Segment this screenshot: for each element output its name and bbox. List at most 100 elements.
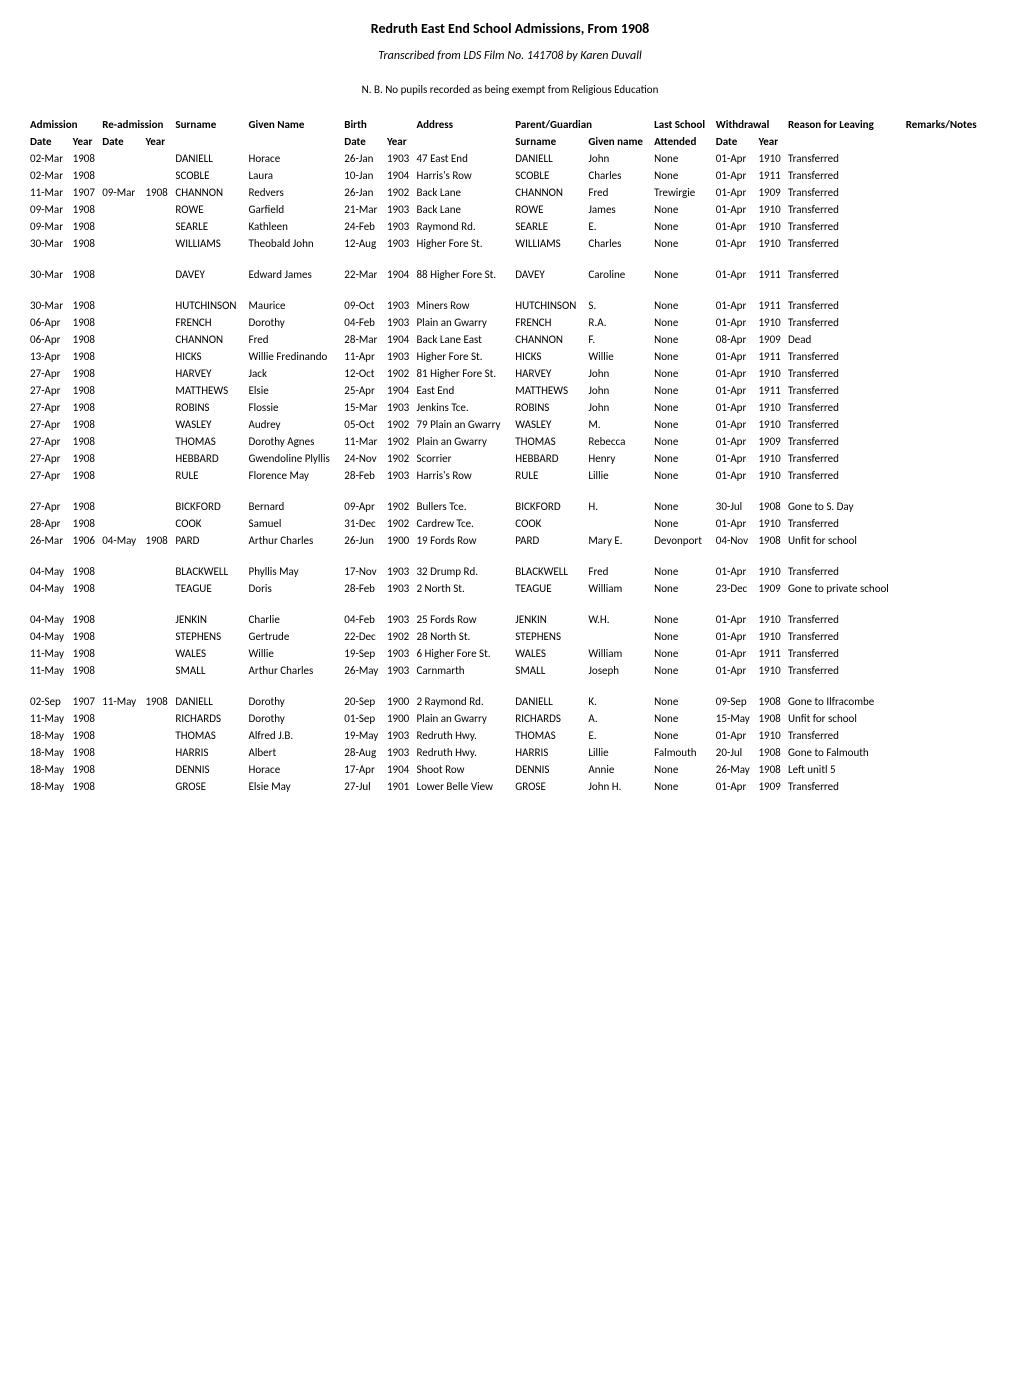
cell-given: Elsie [249, 382, 345, 399]
cell-w_year: 1910 [758, 563, 788, 580]
cell-remarks [906, 645, 990, 662]
cell-w_year: 1910 [758, 235, 788, 252]
cell-remarks [906, 693, 990, 710]
cell-re_date [102, 314, 145, 331]
cell-p_surname: DAVEY [515, 266, 588, 283]
cell-address: 6 Higher Fore St. [416, 645, 515, 662]
cell-given: Gwendoline Plyllis [249, 450, 345, 467]
cell-b_year: 1904 [387, 167, 417, 184]
cell-adm_date: 06-Apr [30, 314, 73, 331]
cell-b_date: 26-Jun [344, 532, 387, 549]
cell-adm_year: 1908 [73, 365, 103, 382]
cell-w_date: 01-Apr [716, 150, 759, 167]
cell-b_date: 12-Aug [344, 235, 387, 252]
cell-p_given: Lillie [588, 744, 654, 761]
cell-adm_year: 1908 [73, 515, 103, 532]
cell-b_date: 24-Nov [344, 450, 387, 467]
cell-b_year: 1903 [387, 235, 417, 252]
cell-address: 28 North St. [416, 628, 515, 645]
cell-last: None [654, 433, 716, 450]
page-title: Redruth East End School Admissions, From… [30, 20, 990, 37]
table-row: 04-May1908BLACKWELLPhyllis May17-Nov1903… [30, 563, 990, 580]
cell-re_year [145, 167, 175, 184]
cell-b_date: 19-Sep [344, 645, 387, 662]
cell-b_year: 1900 [387, 693, 417, 710]
cell-p_given: Annie [588, 761, 654, 778]
col-last-school: Last School [654, 116, 716, 133]
cell-w_date: 01-Apr [716, 416, 759, 433]
cell-p_surname: SCOBLE [515, 167, 588, 184]
cell-p_given: Willie [588, 348, 654, 365]
cell-remarks [906, 662, 990, 679]
cell-w_year: 1911 [758, 266, 788, 283]
cell-surname: ROWE [175, 201, 248, 218]
cell-surname: TEAGUE [175, 580, 248, 597]
cell-reason: Transferred [788, 467, 906, 484]
cell-re_date [102, 348, 145, 365]
cell-given: Horace [249, 761, 345, 778]
cell-address: Plain an Gwarry [416, 710, 515, 727]
table-row: 09-Mar1908SEARLEKathleen24-Feb1903Raymon… [30, 218, 990, 235]
cell-adm_year: 1908 [73, 498, 103, 515]
cell-last: None [654, 297, 716, 314]
cell-adm_date: 11-May [30, 710, 73, 727]
cell-adm_date: 04-May [30, 611, 73, 628]
cell-b_date: 26-May [344, 662, 387, 679]
cell-re_year [145, 433, 175, 450]
cell-re_date [102, 563, 145, 580]
cell-last: None [654, 167, 716, 184]
cell-b_year: 1903 [387, 611, 417, 628]
cell-address: Bullers Tce. [416, 498, 515, 515]
note: N. B. No pupils recorded as being exempt… [30, 83, 990, 96]
cell-p_surname: CHANNON [515, 184, 588, 201]
cell-last: None [654, 645, 716, 662]
cell-last: Devonport [654, 532, 716, 549]
cell-w_date: 01-Apr [716, 399, 759, 416]
cell-surname: ROBINS [175, 399, 248, 416]
cell-address: 88 Higher Fore St. [416, 266, 515, 283]
cell-p_surname: DENNIS [515, 761, 588, 778]
cell-b_date: 17-Nov [344, 563, 387, 580]
cell-adm_year: 1908 [73, 778, 103, 795]
cell-b_year: 1902 [387, 628, 417, 645]
cell-b_date: 12-Oct [344, 365, 387, 382]
cell-given: Gertrude [249, 628, 345, 645]
cell-w_date: 26-May [716, 761, 759, 778]
cell-given: Elsie May [249, 778, 345, 795]
cell-w_year: 1911 [758, 167, 788, 184]
cell-last: None [654, 201, 716, 218]
cell-w_date: 01-Apr [716, 611, 759, 628]
cell-re_year: 1908 [145, 532, 175, 549]
cell-w_year: 1909 [758, 331, 788, 348]
cell-remarks [906, 235, 990, 252]
cell-surname: COOK [175, 515, 248, 532]
cell-reason: Transferred [788, 645, 906, 662]
cell-b_date: 20-Sep [344, 693, 387, 710]
cell-address: 2 Raymond Rd. [416, 693, 515, 710]
cell-adm_year: 1907 [73, 184, 103, 201]
table-row: 27-Apr1908RULEFlorence May28-Feb1903Harr… [30, 467, 990, 484]
cell-re_year [145, 348, 175, 365]
cell-p_surname: DANIELL [515, 693, 588, 710]
cell-re_date [102, 416, 145, 433]
cell-w_date: 01-Apr [716, 201, 759, 218]
cell-re_year [145, 645, 175, 662]
cell-w_date: 01-Apr [716, 266, 759, 283]
cell-p_given: A. [588, 710, 654, 727]
cell-remarks [906, 365, 990, 382]
cell-reason: Transferred [788, 399, 906, 416]
cell-w_date: 01-Apr [716, 467, 759, 484]
cell-adm_date: 06-Apr [30, 331, 73, 348]
cell-w_year: 1910 [758, 399, 788, 416]
table-row: 18-May1908THOMASAlfred J.B.19-May1903Red… [30, 727, 990, 744]
cell-address: Scorrier [416, 450, 515, 467]
cell-w_year: 1910 [758, 218, 788, 235]
cell-b_date: 04-Feb [344, 314, 387, 331]
cell-reason: Transferred [788, 167, 906, 184]
cell-surname: WILLIAMS [175, 235, 248, 252]
cell-b_year: 1903 [387, 727, 417, 744]
cell-w_date: 01-Apr [716, 563, 759, 580]
cell-address: 19 Fords Row [416, 532, 515, 549]
col-p-surname: Surname [515, 133, 588, 150]
cell-adm_year: 1908 [73, 628, 103, 645]
